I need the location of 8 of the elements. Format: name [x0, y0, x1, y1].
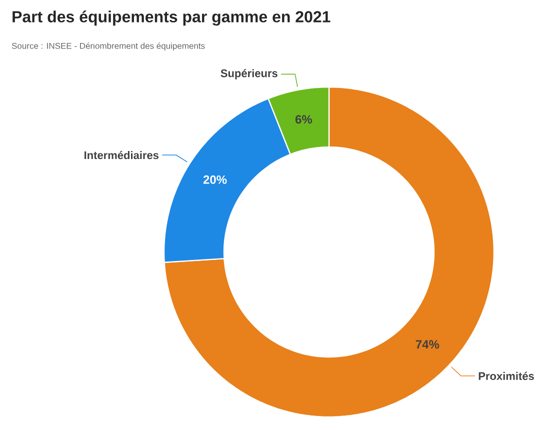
slice-label: Intermédiaires — [84, 150, 159, 160]
slice-label: Supérieurs — [220, 69, 278, 80]
chart-title: Part des équipements par gamme en 2021 — [12, 10, 330, 26]
data-label: 74% — [416, 340, 440, 349]
slice-label: Proximités — [478, 372, 534, 380]
source-note: Source : INSEE - Dénombrement des équipements — [12, 42, 205, 51]
data-label: 20% — [203, 175, 227, 184]
data-label: 6% — [295, 115, 312, 124]
